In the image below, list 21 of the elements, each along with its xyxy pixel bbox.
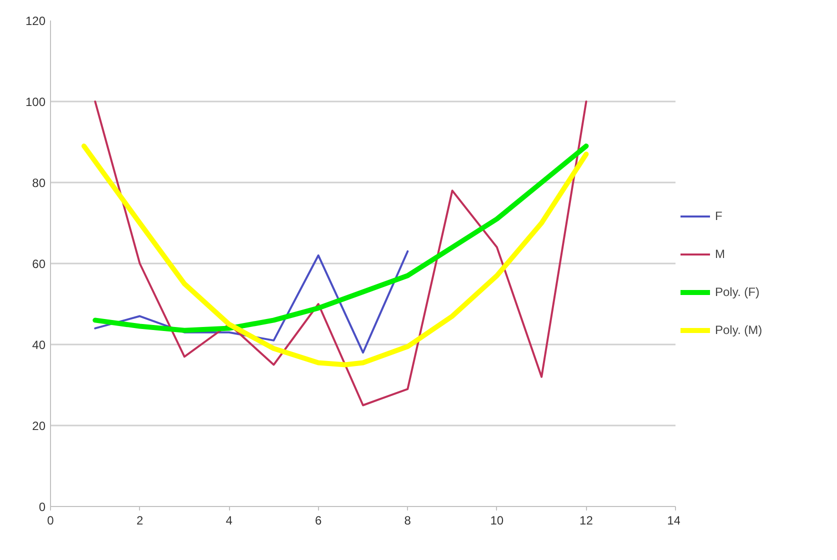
y-tick-label: 100 xyxy=(25,95,46,109)
y-tick-label: 60 xyxy=(32,257,46,271)
x-tick-label: 6 xyxy=(315,514,322,528)
legend-label: M xyxy=(715,246,726,260)
legend-label: F xyxy=(715,208,724,222)
x-tick-label: 10 xyxy=(490,514,504,528)
line-series xyxy=(94,100,588,406)
y-tick-label: 0 xyxy=(38,500,46,514)
legend-label: Poly. (F) xyxy=(715,284,760,298)
y-tick-label: 80 xyxy=(32,176,46,190)
x-tick-label: 8 xyxy=(404,514,412,528)
x-tick-label: 4 xyxy=(226,514,233,528)
line-series xyxy=(94,250,409,354)
legend-label: Poly. (M) xyxy=(715,322,762,336)
x-tick-label: 12 xyxy=(580,514,594,528)
y-tick-label: 40 xyxy=(32,338,46,352)
x-tick-label: 14 xyxy=(667,514,681,528)
y-tick-label: 120 xyxy=(25,14,46,28)
x-tick-label: 2 xyxy=(136,514,144,528)
y-tick-label: 20 xyxy=(32,419,46,433)
x-tick-label: 0 xyxy=(47,514,54,528)
